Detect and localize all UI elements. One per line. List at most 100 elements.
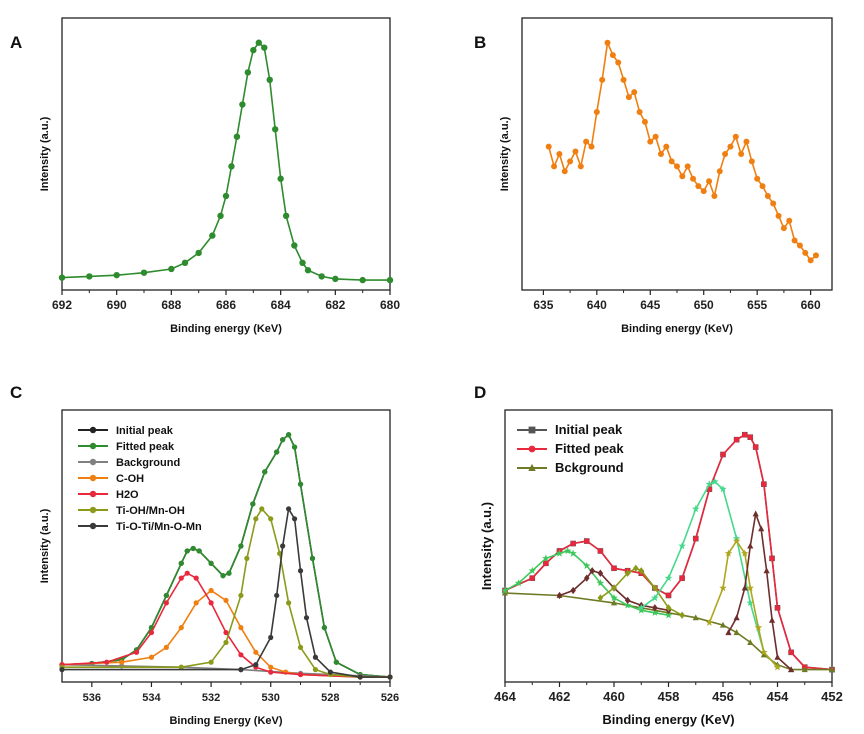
data-point [692, 505, 700, 513]
x-tick-label: 692 [52, 298, 72, 312]
data-point [597, 548, 604, 554]
panel-d: D 464 462 460 458 456 454 452 Binding energy (K… [474, 383, 843, 727]
data-point [193, 575, 199, 581]
legend-label: C-OH [116, 473, 144, 485]
data-point [705, 618, 714, 626]
data-point [760, 651, 767, 658]
data-point [387, 674, 393, 680]
data-point [637, 603, 645, 611]
data-point [620, 76, 627, 83]
legend-swatch-marker [89, 442, 97, 450]
data-point [280, 437, 286, 443]
plot-area-c: 536 534 532 530 528 526 Binding Energy (KeV) In… [39, 409, 399, 727]
plot-frame [521, 17, 833, 291]
data-point [768, 616, 776, 623]
data-point [801, 666, 808, 673]
data-point [291, 242, 298, 249]
series-component-0 [58, 39, 394, 284]
x-tick-label: 458 [658, 689, 680, 704]
data-point [733, 614, 740, 621]
x-tick-label: 532 [202, 692, 220, 704]
data-point [679, 173, 686, 180]
data-point [291, 516, 298, 522]
x-tick-label: 456 [712, 689, 734, 704]
data-point [556, 151, 563, 157]
series-line [708, 539, 779, 668]
data-point [223, 597, 229, 604]
data-point [148, 629, 155, 636]
plot-frame [61, 17, 391, 291]
series-line [727, 510, 792, 671]
x-tick-label: 682 [325, 298, 345, 312]
data-point [327, 669, 333, 675]
data-point [304, 267, 312, 274]
data-point [747, 542, 754, 549]
data-point [299, 259, 306, 266]
data-point [754, 175, 761, 182]
panel-letter-d: D [474, 383, 486, 402]
data-point [250, 501, 256, 507]
data-point [679, 611, 685, 619]
data-point [589, 567, 595, 575]
data-point [761, 481, 767, 487]
legend-swatch-marker [89, 426, 97, 434]
data-point [719, 485, 727, 493]
legend-label: Bckground [555, 460, 624, 475]
data-point [725, 629, 732, 636]
data-point [318, 273, 325, 280]
data-point [747, 434, 754, 441]
data-point [148, 654, 155, 660]
data-point [786, 217, 793, 224]
data-point [684, 163, 691, 170]
data-point [624, 596, 631, 605]
data-point [674, 163, 680, 170]
data-point [609, 52, 616, 59]
data-point [763, 567, 770, 574]
data-point [563, 547, 572, 555]
data-point [262, 469, 268, 475]
data-point [274, 592, 280, 599]
data-point [277, 175, 284, 182]
data-point [208, 659, 214, 665]
data-point [253, 516, 259, 522]
data-point [178, 560, 184, 566]
data-point [722, 151, 729, 157]
data-point [746, 584, 754, 592]
panel-letter-b: B [474, 33, 486, 52]
series-component-5 [597, 564, 685, 619]
data-point [223, 629, 229, 636]
data-point [184, 548, 190, 554]
legend-swatch-marker [89, 522, 97, 530]
x-tick-label: 528 [321, 692, 339, 704]
data-point [665, 604, 672, 612]
data-point [119, 659, 125, 665]
data-point [514, 579, 523, 587]
data-point [332, 275, 339, 283]
data-point [692, 614, 699, 621]
data-point [624, 569, 631, 577]
data-point [178, 575, 184, 581]
data-point [309, 555, 316, 561]
data-point [664, 611, 673, 619]
legend-label: Fitted peak [116, 441, 175, 453]
data-point [738, 151, 745, 157]
legend-label: Ti-OH/Mn-OH [116, 505, 185, 517]
data-point [255, 39, 262, 46]
data-point [542, 554, 550, 562]
x-tick-label: 530 [262, 692, 280, 704]
data-point [769, 555, 775, 562]
y-axis-title: Intensity (a.u.) [39, 508, 51, 583]
legend-label: Fitted peak [555, 441, 624, 456]
data-point [733, 629, 740, 636]
series-component-0 [545, 39, 819, 264]
data-point [280, 543, 286, 549]
data-point [163, 600, 169, 606]
x-tick-label: 684 [271, 298, 291, 312]
data-point [759, 183, 766, 190]
data-point [665, 592, 672, 599]
x-tick-label: 635 [533, 298, 553, 312]
data-point [238, 592, 244, 599]
series-initial-peak [502, 431, 835, 673]
data-point [700, 188, 707, 195]
data-point [168, 265, 175, 273]
